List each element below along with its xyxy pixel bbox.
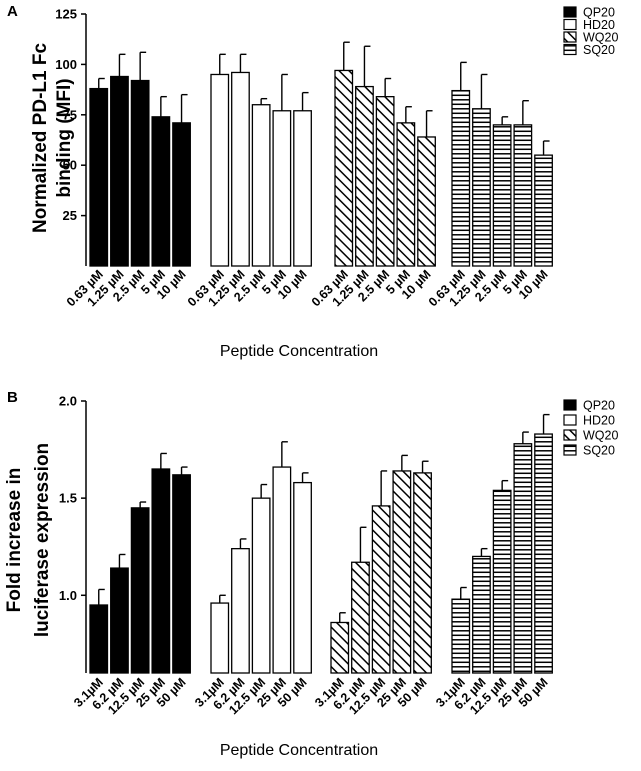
y-tick-label: 100 (55, 57, 77, 72)
bar-wq20 (417, 136, 436, 267)
bar-qp20 (172, 122, 191, 267)
bar-wq20 (392, 470, 412, 674)
y-tick-label: 75 (63, 107, 77, 122)
bar-qp20 (130, 79, 150, 267)
legend-swatch-wq20 (563, 31, 577, 43)
legend-label: WQ20 (583, 31, 618, 45)
y-tick-label: 1.5 (59, 491, 77, 506)
bar-sq20 (451, 598, 471, 674)
bar-hd20 (210, 602, 230, 674)
bar-qp20 (151, 116, 171, 267)
legend-swatch-wq20 (563, 429, 577, 441)
bar-wq20 (413, 472, 432, 674)
x-axis-label: Peptide Concentration (220, 343, 378, 360)
legend-swatch-sq20 (563, 43, 577, 56)
bar-sq20 (492, 489, 512, 674)
panel-letter: A (7, 3, 18, 20)
bar-sq20 (472, 108, 491, 267)
bar-wq20 (330, 621, 350, 674)
legend-swatch-qp20 (563, 6, 577, 18)
legend-swatch-qp20 (563, 399, 577, 411)
y-axis-label-line: Fold increase in (4, 468, 25, 613)
legend-label: HD20 (583, 18, 615, 32)
y-tick-label: 125 (55, 7, 77, 22)
panel-letter: B (7, 389, 18, 406)
legend-label: QP20 (583, 6, 615, 20)
bar-wq20 (396, 122, 416, 267)
y-axis-label: Fold increase in luciferase expression (4, 443, 53, 637)
bar-qp20 (89, 87, 109, 267)
legend-label: SQ20 (583, 444, 615, 458)
bar-wq20 (355, 85, 374, 267)
bar-hd20 (272, 110, 292, 267)
y-tick-label: 1.0 (59, 588, 77, 603)
bar-qp20 (130, 507, 150, 674)
bar-hd20 (210, 73, 230, 267)
legend-swatch-sq20 (563, 444, 577, 456)
bar-hd20 (231, 71, 250, 267)
legend-label: WQ20 (583, 429, 618, 443)
bar-wq20 (351, 561, 370, 674)
bar-wq20 (375, 96, 395, 267)
bar-wq20 (371, 505, 391, 674)
legend-swatch-hd20 (563, 414, 577, 426)
bar-hd20 (231, 548, 250, 674)
bar-hd20 (251, 104, 271, 267)
y-axis-label-line: Normalized PD-L1 Fc (30, 43, 51, 233)
legend-label: QP20 (583, 399, 615, 413)
x-axis-label: Peptide Concentration (220, 742, 378, 759)
bar-sq20 (472, 555, 491, 674)
bar-hd20 (293, 110, 312, 267)
bar-sq20 (451, 89, 471, 267)
bar-qp20 (172, 474, 191, 674)
bar-sq20 (513, 443, 533, 674)
bar-qp20 (110, 75, 129, 267)
bar-qp20 (151, 468, 171, 674)
legend-label: SQ20 (583, 43, 615, 57)
bar-hd20 (293, 481, 312, 674)
bar-sq20 (492, 124, 512, 267)
bar-sq20 (534, 433, 553, 674)
y-tick-label: 25 (63, 208, 77, 223)
y-axis-label-line: binding (MFI) (54, 78, 75, 197)
legend-label: HD20 (583, 414, 615, 428)
y-axis-label-line: luciferase expression (32, 443, 53, 637)
bar-hd20 (251, 497, 271, 674)
bar-qp20 (110, 567, 129, 674)
bar-sq20 (534, 154, 553, 267)
y-axis-label: Normalized PD-L1 Fc binding (MFI) (30, 43, 75, 233)
y-tick-label: 2.0 (59, 394, 77, 409)
bar-hd20 (272, 466, 292, 674)
bar-wq20 (334, 69, 354, 267)
bar-sq20 (513, 124, 533, 267)
bar-qp20 (89, 604, 109, 674)
legend-swatch-hd20 (563, 18, 577, 31)
y-tick-label: 50 (63, 158, 77, 173)
